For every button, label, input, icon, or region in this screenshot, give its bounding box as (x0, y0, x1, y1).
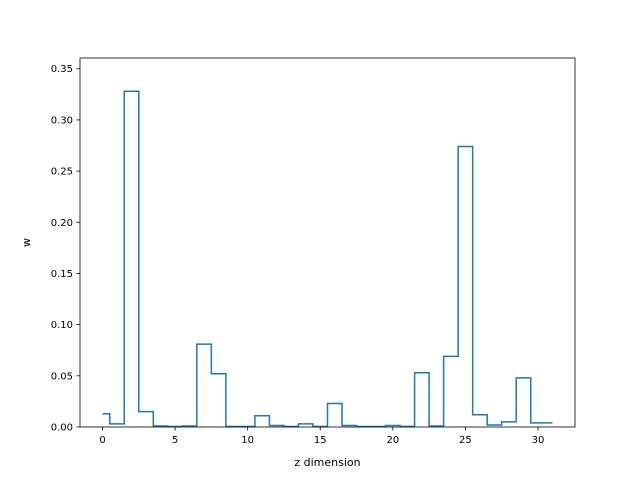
x-tick-label: 10 (241, 435, 254, 446)
x-tick-label: 0 (99, 435, 105, 446)
y-tick-label: 0.10 (51, 320, 73, 331)
x-axis-label: z dimension (294, 456, 360, 469)
y-axis-ticks: 0.00 0.05 0.10 0.15 0.20 0.25 0.30 0.35 (51, 64, 80, 434)
y-tick-label: 0.15 (51, 269, 73, 280)
x-tick-label: 15 (314, 435, 327, 446)
y-axis-label: w (20, 238, 33, 247)
step-series-line (102, 90, 553, 428)
x-tick-label: 25 (459, 435, 472, 446)
y-tick-label: 0.30 (51, 115, 73, 126)
axes-frame (79, 57, 576, 428)
x-tick-label: 20 (386, 435, 399, 446)
y-tick-label: 0.05 (51, 371, 73, 382)
y-tick-label: 0.25 (51, 167, 73, 178)
y-tick-label: 0.35 (51, 64, 73, 75)
y-tick-label: 0.00 (51, 423, 73, 434)
x-axis-ticks: 0 5 10 15 20 25 30 (99, 427, 544, 446)
x-tick-label: 30 (532, 435, 545, 446)
x-tick-label: 5 (172, 435, 178, 446)
y-tick-label: 0.20 (51, 218, 73, 229)
plot-area (79, 57, 576, 428)
